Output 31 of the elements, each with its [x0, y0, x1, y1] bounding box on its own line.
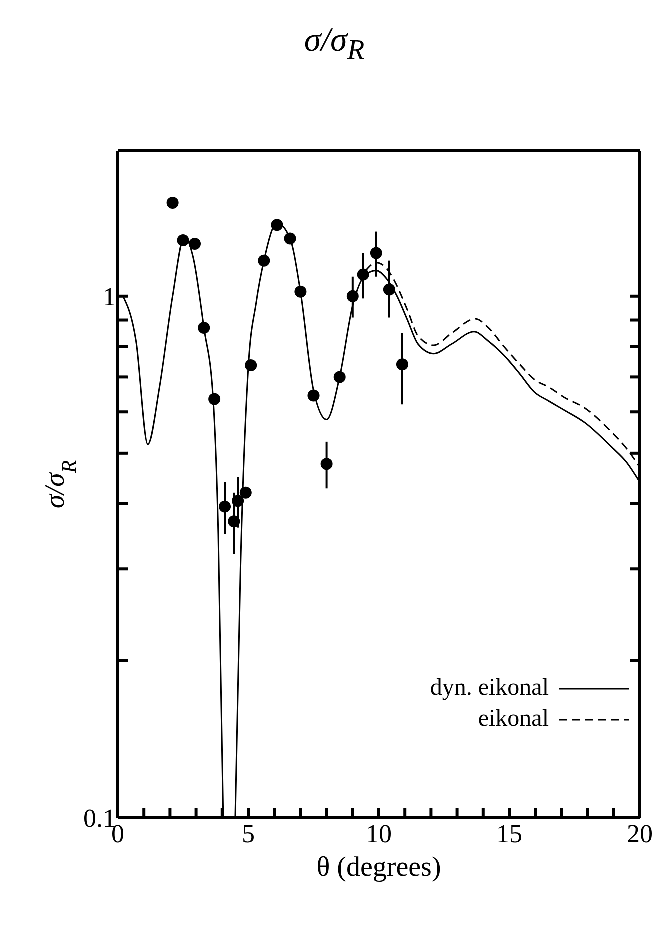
point: [294, 286, 307, 298]
point: [177, 234, 190, 246]
legend-label: dyn. eikonal: [430, 675, 549, 702]
chart-title: σ/σ$_{R}$: [303, 22, 366, 67]
point: [245, 360, 258, 372]
x-tick-label: 10: [366, 819, 392, 848]
point: [166, 197, 179, 210]
point: [219, 500, 232, 513]
point: [346, 290, 359, 302]
point: [240, 486, 252, 499]
x-axis-title: θ (degrees): [316, 852, 442, 883]
point: [383, 284, 396, 296]
point: [308, 390, 320, 402]
legend-label: eikonal: [478, 706, 549, 733]
point: [208, 393, 221, 406]
point: [357, 268, 370, 281]
y-tick-label: 1: [103, 282, 116, 312]
point: [284, 232, 296, 245]
point: [334, 371, 346, 384]
x-tick-label: 15: [496, 819, 522, 848]
x-tick-label: 5: [242, 819, 255, 848]
point: [188, 238, 201, 250]
point: [320, 458, 333, 470]
point: [370, 247, 382, 260]
x-tick-label: 20: [627, 819, 653, 848]
point: [396, 358, 408, 371]
point: [271, 219, 284, 232]
point: [198, 322, 210, 334]
point: [228, 516, 240, 528]
point: [232, 495, 244, 508]
point: [258, 254, 270, 267]
